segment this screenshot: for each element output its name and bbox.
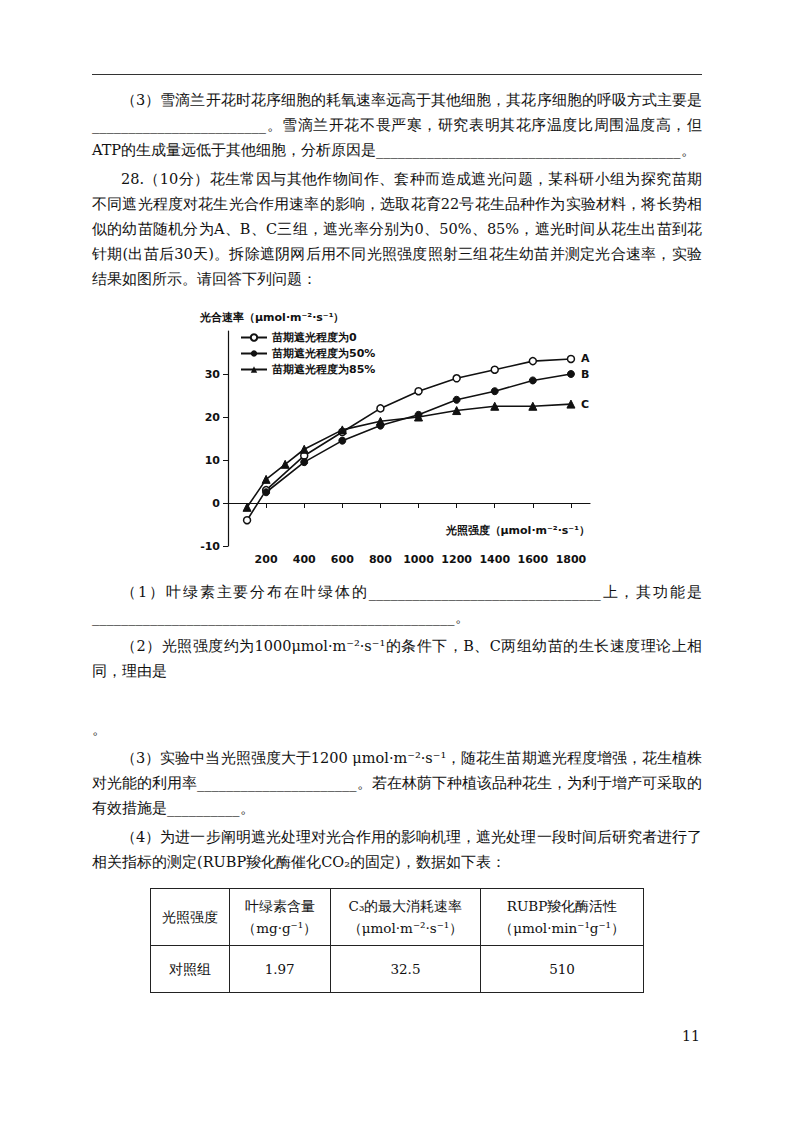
svg-text:1400: 1400 bbox=[479, 553, 510, 565]
svg-text:苗期遮光程度为0: 苗期遮光程度为0 bbox=[271, 331, 357, 344]
html-text:1.97: 1.97 bbox=[264, 961, 295, 977]
html-text:（2）光照强度约为1000μmol·m⁻²·s⁻¹的条件下，: （2）光照强度约为1000μmol·m⁻²·s⁻¹的条件下，B、C两组幼苗的生长… bbox=[92, 638, 702, 679]
svg-text:-10: -10 bbox=[200, 540, 220, 553]
html-text:（3）雪滴兰开花时花序细胞的耗氧速率远高于其他细胞，其花序细: （3）雪滴兰开花时花序细胞的耗氧速率远高于其他细胞，其花序细胞的呼吸方式主要是_… bbox=[92, 92, 702, 158]
svg-text:800: 800 bbox=[369, 553, 392, 565]
svg-text:1800: 1800 bbox=[556, 553, 587, 565]
html-text:（μmol·min⁻¹g⁻¹）: （μmol·min⁻¹g⁻¹） bbox=[499, 920, 625, 936]
html-text:（μmol·m⁻²·s⁻¹）: （μmol·m⁻²·s⁻¹） bbox=[347, 920, 464, 936]
html-text:C₃的最大消耗速率: C₃的最大消耗速率 bbox=[348, 898, 463, 914]
svg-text:B: B bbox=[581, 368, 589, 381]
svg-text:600: 600 bbox=[331, 553, 354, 565]
html-text:（4）为进一步阐明遮光处理对光合作用的影响机理，遮光处理一段: （4）为进一步阐明遮光处理对光合作用的影响机理，遮光处理一段时间后研究者进行了相… bbox=[92, 829, 702, 870]
html-text:（1）叶绿素主要分布在叶绿体的_______________: （1）叶绿素主要分布在叶绿体的_________________________… bbox=[92, 584, 702, 625]
svg-text:苗期遮光程度为85%: 苗期遮光程度为85% bbox=[271, 363, 375, 376]
svg-text:光照强度（μmol·m⁻²·s⁻¹）: 光照强度（μmol·m⁻²·s⁻¹） bbox=[445, 524, 591, 537]
svg-text:200: 200 bbox=[255, 553, 278, 565]
html-text:32.5: 32.5 bbox=[390, 961, 421, 977]
svg-text:0: 0 bbox=[212, 497, 220, 510]
svg-text:苗期遮光程度为50%: 苗期遮光程度为50% bbox=[271, 347, 375, 360]
svg-text:400: 400 bbox=[293, 553, 316, 565]
html-text:（3）实验中当光照强度大于1200 μmol·m⁻²·s⁻¹: （3）实验中当光照强度大于1200 μmol·m⁻²·s⁻¹，随花生苗期遮光程度… bbox=[92, 750, 702, 816]
html-text:28.（10分）花生常因与其他作物间作、套种而造成遮光问题，: 28.（10分）花生常因与其他作物间作、套种而造成遮光问题，某科研小组为探究苗期… bbox=[92, 171, 702, 287]
svg-text:30: 30 bbox=[205, 368, 221, 381]
svg-text:1000: 1000 bbox=[403, 553, 434, 565]
svg-text:1200: 1200 bbox=[441, 553, 472, 565]
html-text:光照强度: 光照强度 bbox=[161, 909, 218, 925]
html-text:对照组: 对照组 bbox=[168, 961, 211, 977]
svg-text:A: A bbox=[581, 352, 590, 365]
svg-text:10: 10 bbox=[205, 454, 221, 467]
html-text:RUBP羧化酶活性: RUBP羧化酶活性 bbox=[506, 898, 618, 914]
svg-text:20: 20 bbox=[205, 411, 221, 424]
svg-text:1600: 1600 bbox=[518, 553, 549, 565]
svg-text:C: C bbox=[581, 398, 589, 411]
html-text:（mg·g⁻¹）: （mg·g⁻¹） bbox=[242, 920, 318, 936]
svg-text:光合速率（μmol·m⁻²·s⁻¹）: 光合速率（μmol·m⁻²·s⁻¹） bbox=[199, 311, 345, 324]
html-text:510: 510 bbox=[549, 961, 575, 977]
html-text:11: 11 bbox=[682, 1028, 700, 1044]
html-text:叶绿素含量: 叶绿素含量 bbox=[244, 898, 315, 914]
